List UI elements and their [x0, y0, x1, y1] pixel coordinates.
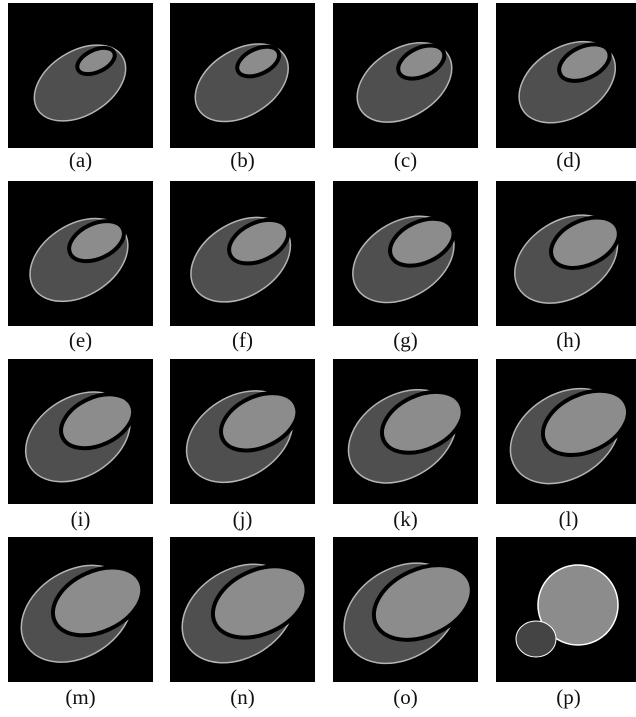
region-small: [515, 620, 557, 658]
panel: [496, 3, 636, 148]
panel: [170, 537, 315, 682]
inner-region: [540, 388, 630, 457]
panel: [170, 181, 315, 326]
panel-label: (f): [232, 328, 253, 352]
panel-label: (n): [230, 685, 255, 709]
panel-label: (e): [69, 328, 92, 352]
panel-label: (h): [556, 328, 581, 352]
inner-region: [210, 564, 309, 640]
inner-region: [371, 563, 474, 642]
panel: [8, 537, 153, 682]
panel-label: (o): [393, 685, 418, 709]
panel: [170, 3, 315, 148]
panel: [333, 537, 478, 682]
panel: [8, 3, 153, 148]
inner-region: [67, 219, 126, 264]
panel: [496, 359, 636, 504]
panel: [496, 537, 636, 682]
panel-label: (g): [393, 328, 418, 352]
panel-label: (a): [69, 148, 92, 172]
panel-label: (c): [394, 148, 417, 172]
panel: [333, 359, 478, 504]
inner-region: [396, 43, 447, 81]
panel-label: (d): [556, 148, 581, 172]
inner-region: [227, 217, 291, 266]
panel-label: (b): [230, 148, 255, 172]
panel: [8, 359, 153, 504]
inner-region: [219, 391, 300, 453]
inner-region: [549, 215, 621, 270]
panel-label: (l): [559, 507, 579, 531]
inner-region: [388, 216, 456, 268]
inner-region: [557, 42, 612, 83]
inner-region: [380, 389, 465, 455]
inner-region: [75, 45, 117, 77]
inner-region: [50, 565, 145, 638]
panel: [496, 181, 636, 326]
region-large: [537, 564, 619, 646]
panel: [8, 181, 153, 326]
panel-label: (m): [65, 685, 95, 709]
panel-label: (p): [556, 685, 581, 709]
panel: [333, 3, 478, 148]
panel: [333, 181, 478, 326]
inner-region: [235, 44, 282, 79]
inner-region: [59, 392, 136, 451]
panel-label: (j): [233, 507, 253, 531]
panel: [170, 359, 315, 504]
panel-label: (k): [393, 507, 418, 531]
panel-label: (i): [71, 507, 91, 531]
